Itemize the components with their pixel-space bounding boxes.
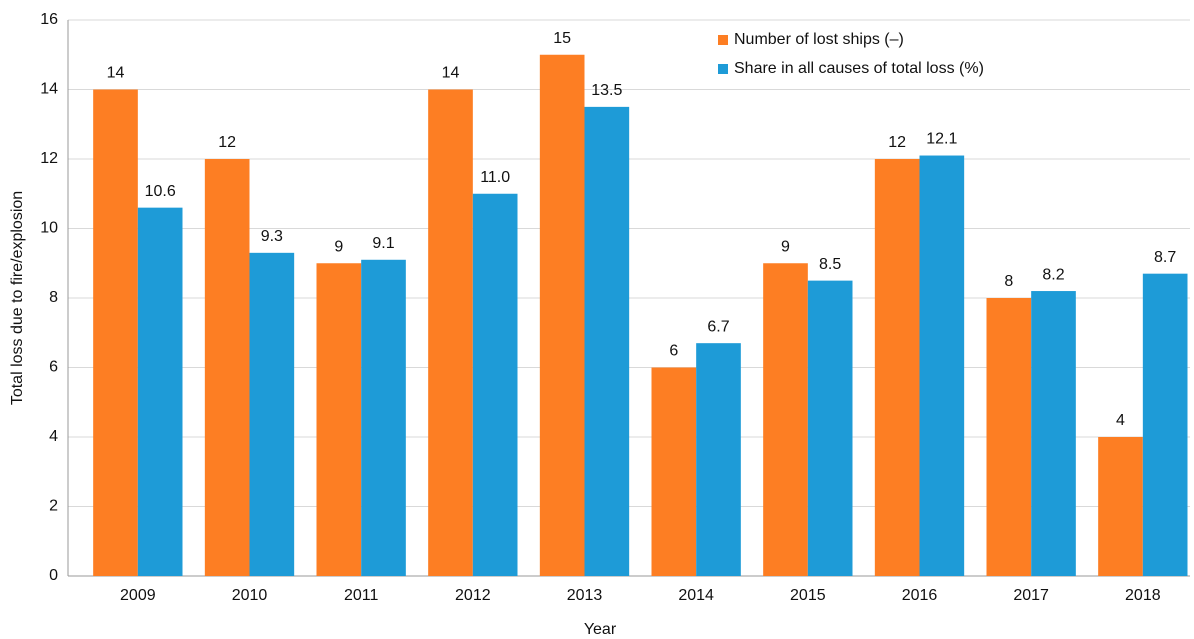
bar <box>539 54 585 576</box>
bar <box>93 89 138 576</box>
data-label: 9.3 <box>261 228 283 245</box>
data-label: 6 <box>669 343 678 360</box>
x-tick-label: 2014 <box>678 587 714 604</box>
data-label: 14 <box>107 65 125 82</box>
x-tick-label: 2011 <box>344 587 379 604</box>
data-label: 12 <box>888 134 906 151</box>
bar <box>763 263 808 576</box>
data-label: 9 <box>334 238 343 255</box>
bar <box>807 280 853 576</box>
x-tick-label: 2012 <box>455 587 491 604</box>
bar <box>137 207 183 576</box>
y-tick-label: 16 <box>40 11 58 28</box>
x-tick-label: 2018 <box>1125 587 1161 604</box>
bar <box>919 155 965 576</box>
x-tick-label: 2017 <box>1013 587 1049 604</box>
legend-swatch <box>718 35 728 45</box>
y-tick-label: 0 <box>49 567 58 584</box>
data-label: 12.1 <box>926 131 957 148</box>
y-tick-label: 12 <box>40 150 58 167</box>
data-label: 10.6 <box>145 183 176 200</box>
data-label: 14 <box>442 65 460 82</box>
data-label: 12 <box>218 134 236 151</box>
bar <box>584 106 630 576</box>
y-tick-label: 6 <box>49 359 58 376</box>
x-tick-label: 2016 <box>902 587 938 604</box>
y-tick-label: 4 <box>49 428 58 445</box>
bar <box>204 159 250 576</box>
bar <box>249 252 295 576</box>
x-tick-label: 2010 <box>232 587 268 604</box>
bar <box>651 367 697 576</box>
y-tick-label: 2 <box>49 498 58 515</box>
x-tick-label: 2015 <box>790 587 826 604</box>
bar <box>986 298 1032 576</box>
legend-swatch <box>718 64 728 74</box>
x-axis-label: Year <box>584 621 617 638</box>
data-label: 9 <box>781 238 790 255</box>
bar <box>1098 437 1143 576</box>
x-tick-label: 2009 <box>120 587 156 604</box>
bar <box>472 193 518 576</box>
y-tick-label: 10 <box>40 220 58 237</box>
data-label: 8.5 <box>819 256 841 273</box>
data-label: 13.5 <box>591 82 622 99</box>
data-label: 9.1 <box>372 235 394 252</box>
bar <box>1142 273 1188 576</box>
data-label: 8.7 <box>1154 249 1176 266</box>
data-label: 8 <box>1004 273 1013 290</box>
data-label: 4 <box>1116 412 1125 429</box>
bar <box>428 89 473 576</box>
legend-label: Number of lost ships (–) <box>734 31 904 48</box>
bar <box>696 343 741 576</box>
bar <box>361 259 406 576</box>
data-label: 8.2 <box>1042 266 1064 283</box>
data-label: 11.0 <box>480 169 510 186</box>
bar <box>1031 291 1076 576</box>
bar <box>316 263 362 576</box>
bar <box>874 159 920 576</box>
y-axis-label: Total loss due to fire/explosion <box>9 191 26 405</box>
x-tick-label: 2013 <box>567 587 603 604</box>
legend-label: Share in all causes of total loss (%) <box>734 60 984 77</box>
y-tick-label: 8 <box>49 289 58 306</box>
data-label: 6.7 <box>707 318 729 335</box>
y-tick-label: 14 <box>40 81 58 98</box>
data-label: 15 <box>553 30 571 47</box>
